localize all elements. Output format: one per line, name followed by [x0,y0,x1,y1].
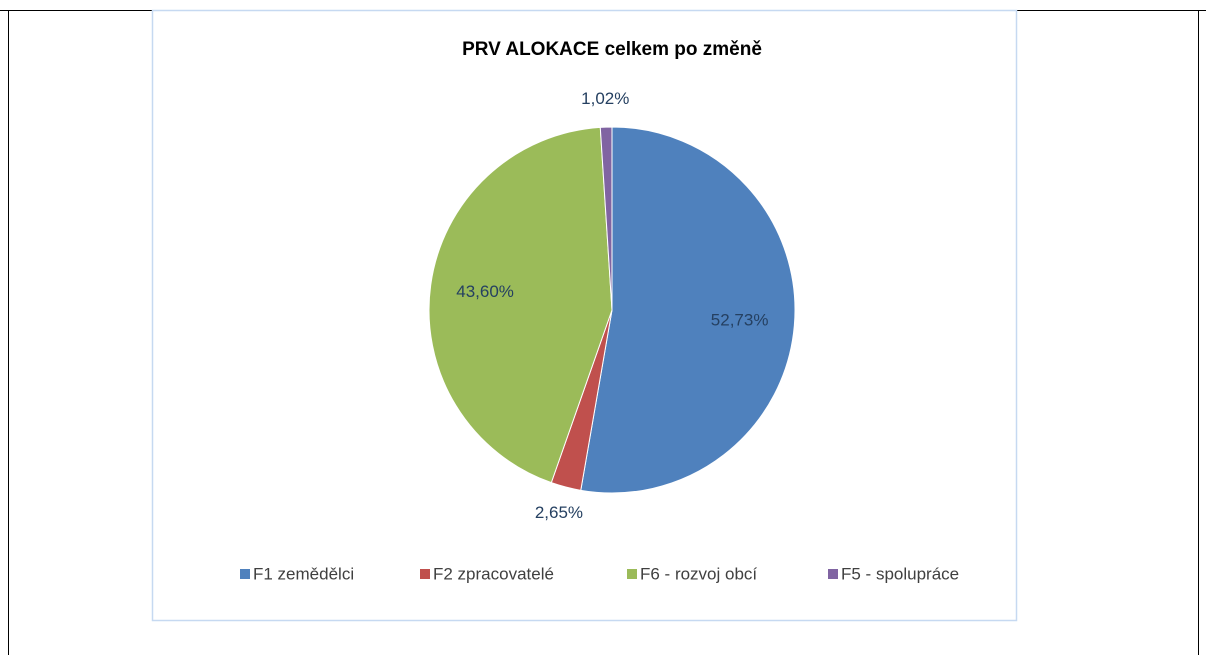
pie-slice [580,126,796,494]
legend-swatch [420,569,430,579]
legend-swatch [627,569,637,579]
pie-slice [428,126,613,484]
legend-label: F6 - rozvoj obcí [640,564,757,583]
legend-label: F5 - spolupráce [841,564,959,583]
legend-swatch [828,569,838,579]
chart-title: PRV ALOKACE celkem po změně [462,39,762,60]
pie-slice [599,126,613,311]
legend-label: F2 zpracovatelé [433,564,554,583]
legend-label: F1 zemědělci [253,564,354,583]
data-label: 52,73% [711,310,769,329]
data-label: 2,65% [535,503,583,522]
data-label: 1,02% [581,89,629,108]
legend-swatch [240,569,250,579]
data-label: 43,60% [456,282,514,301]
